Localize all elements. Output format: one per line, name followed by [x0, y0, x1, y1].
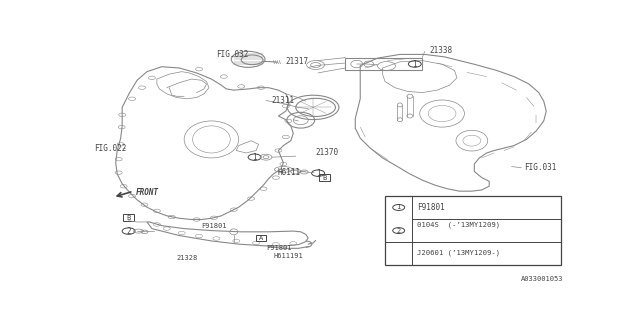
- Text: 1: 1: [252, 153, 257, 162]
- Text: 21328: 21328: [177, 255, 198, 261]
- Text: 21311: 21311: [271, 96, 294, 105]
- Text: 2: 2: [126, 227, 131, 236]
- Bar: [123, 214, 134, 221]
- Text: F91801: F91801: [417, 203, 445, 212]
- Text: H611191: H611191: [273, 253, 303, 259]
- Bar: [319, 174, 330, 181]
- Text: H6111: H6111: [277, 168, 301, 177]
- Text: B: B: [323, 175, 326, 181]
- Text: F91801: F91801: [266, 245, 291, 251]
- Text: B: B: [127, 214, 131, 220]
- Text: FRONT: FRONT: [136, 188, 159, 197]
- Text: FIG.022: FIG.022: [94, 144, 126, 153]
- Text: F91801: F91801: [202, 223, 227, 229]
- Text: FIG.032: FIG.032: [216, 50, 249, 59]
- Text: 21317: 21317: [286, 57, 309, 66]
- Text: FIG.031: FIG.031: [524, 163, 556, 172]
- Bar: [385, 196, 561, 265]
- Text: J20601 (’13MY1209-): J20601 (’13MY1209-): [417, 250, 500, 256]
- Text: 2: 2: [397, 228, 401, 234]
- Text: 1: 1: [397, 204, 401, 211]
- Text: 21338: 21338: [429, 46, 453, 55]
- Text: 21370: 21370: [316, 148, 339, 157]
- Bar: [346, 58, 422, 70]
- Text: 1: 1: [316, 169, 321, 178]
- Text: 1: 1: [413, 60, 417, 68]
- Bar: [255, 235, 266, 241]
- Text: 0104S  (-’13MY1209): 0104S (-’13MY1209): [417, 221, 500, 228]
- Text: A033001053: A033001053: [521, 276, 564, 282]
- Text: A: A: [259, 235, 263, 241]
